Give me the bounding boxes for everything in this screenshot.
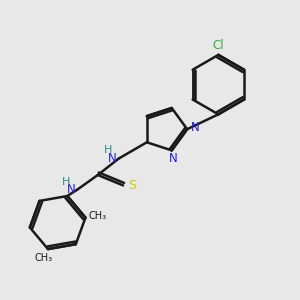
Text: CH₃: CH₃ xyxy=(89,211,107,221)
Text: CH₃: CH₃ xyxy=(35,253,53,263)
Text: H: H xyxy=(61,176,70,187)
Text: N: N xyxy=(108,152,117,165)
Text: N: N xyxy=(191,121,200,134)
Text: S: S xyxy=(128,179,136,192)
Text: N: N xyxy=(169,152,178,165)
Text: N: N xyxy=(67,183,76,196)
Text: H: H xyxy=(104,145,112,155)
Text: Cl: Cl xyxy=(212,39,224,52)
